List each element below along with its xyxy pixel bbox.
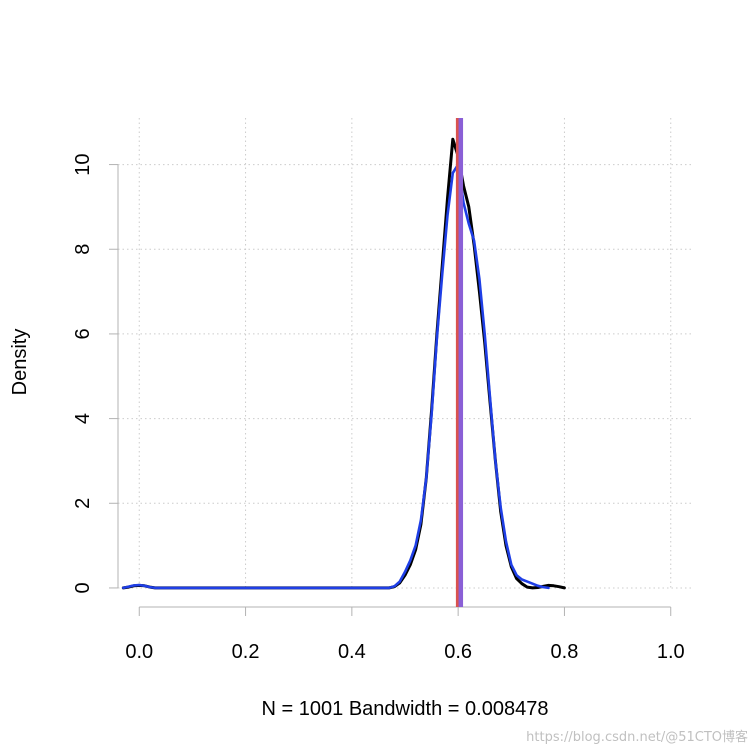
x-tick-label: 0.0	[125, 641, 153, 663]
vertical-markers	[455, 118, 464, 607]
y-tick-label: 6	[72, 328, 94, 339]
density-curve-blue	[122, 163, 550, 590]
x-tick-label: 0.2	[232, 641, 260, 663]
axes	[109, 164, 672, 616]
x-tick-label: 0.6	[444, 641, 472, 663]
x-tick-label: 0.4	[338, 641, 366, 663]
density-curves	[121, 137, 566, 590]
grid-lines	[118, 118, 692, 589]
y-tick-label: 4	[72, 413, 94, 424]
density-curve-black	[121, 137, 566, 590]
x-tick-label: 0.8	[551, 641, 579, 663]
x-tick-label: 1.0	[657, 641, 685, 663]
y-axis-title: Density	[9, 329, 31, 396]
y-tick-label: 8	[72, 244, 94, 255]
watermark-text: https://blog.csdn.net/@51CTO博客	[526, 729, 748, 745]
y-tick-label: 2	[72, 498, 94, 509]
x-axis-title: N = 1001 Bandwidth = 0.008478	[262, 698, 549, 720]
tick-labels: 0.0 0.2 0.4 0.6 0.8 1.0 0 2 4 6 8 10	[72, 153, 685, 663]
y-tick-label: 10	[72, 153, 94, 175]
y-tick-label: 0	[72, 582, 94, 593]
